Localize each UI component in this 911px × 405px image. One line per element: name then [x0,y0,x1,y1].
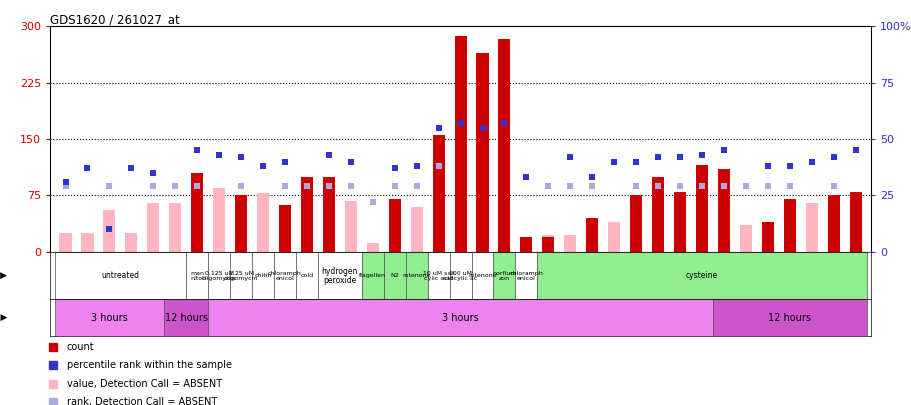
Bar [564,235,576,252]
Bar [717,169,729,252]
Text: percentile rank within the sample: percentile rank within the sample [67,360,231,370]
Bar [695,165,707,252]
Bar [59,233,71,252]
Text: 0.125 uM
oligomycin: 0.125 uM oligomycin [201,271,236,281]
Bar [630,195,641,252]
Text: flagellen: flagellen [359,273,386,278]
Text: hydrogen
peroxide: hydrogen peroxide [322,266,358,285]
Bar [81,233,94,252]
Bar [427,252,449,299]
Bar [673,192,685,252]
Text: 12 hours: 12 hours [165,313,208,323]
Bar [493,252,515,299]
Text: untreated: untreated [101,271,139,280]
Bar [213,188,225,252]
Text: cysteine: cysteine [685,271,717,280]
Text: cold: cold [300,273,313,278]
Bar [804,203,817,252]
Bar [208,252,230,299]
Text: rank, Detection Call = ABSENT: rank, Detection Call = ABSENT [67,397,217,405]
Bar [344,201,356,252]
Bar [783,199,795,252]
Text: chloramph
enicol: chloramph enicol [268,271,302,281]
Bar [55,252,186,299]
Bar [230,252,251,299]
Bar [273,252,296,299]
Bar [384,252,405,299]
Bar [712,299,865,336]
Bar [471,252,493,299]
Text: rotenone: rotenone [402,273,430,278]
Bar [405,252,427,299]
Text: time ▶: time ▶ [0,313,7,322]
Text: norflura
zon: norflura zon [491,271,517,281]
Text: 3 hours: 3 hours [91,313,128,323]
Bar [476,53,488,252]
Text: man
nitol: man nitol [190,271,204,281]
Text: 12 hours: 12 hours [767,313,811,323]
Bar [296,252,318,299]
Bar [498,39,510,252]
Bar [191,173,203,252]
Text: 3 hours: 3 hours [442,313,478,323]
Bar [542,237,554,252]
Text: 10 uM sali
cylic acid: 10 uM sali cylic acid [423,271,454,281]
Bar [826,195,839,252]
Bar [208,299,712,336]
Bar [761,222,773,252]
Text: GDS1620 / 261027_at: GDS1620 / 261027_at [50,13,179,26]
Bar [586,218,598,252]
Bar [366,243,378,252]
Bar [520,237,532,252]
Bar [849,192,861,252]
Bar [257,193,269,252]
Bar [103,210,116,252]
Bar [164,299,208,336]
Bar [147,203,159,252]
Bar [608,222,619,252]
Bar [362,252,384,299]
Bar [55,299,164,336]
Text: 1.25 uM
oligomycin: 1.25 uM oligomycin [224,271,258,281]
Bar [279,205,291,252]
Bar [125,233,138,252]
Bar [318,252,362,299]
Bar [537,252,865,299]
Bar [186,252,208,299]
Bar [235,195,247,252]
Bar [169,203,181,252]
Text: 100 uM
salicylic ac: 100 uM salicylic ac [443,271,477,281]
Bar [542,235,554,252]
Bar [449,252,471,299]
Text: N2: N2 [390,273,399,278]
Bar [454,36,466,252]
Bar [322,177,334,252]
Bar [651,177,663,252]
Text: chloramph
enicol: chloramph enicol [509,271,543,281]
Bar [410,207,422,252]
Bar [388,199,400,252]
Bar [739,226,751,252]
Text: chitin: chitin [254,273,271,278]
Text: agent ▶: agent ▶ [0,271,7,280]
Bar [301,177,312,252]
Bar [251,252,273,299]
Text: count: count [67,342,94,352]
Bar [432,135,445,252]
Text: value, Detection Call = ABSENT: value, Detection Call = ABSENT [67,379,221,388]
Text: rotenone: rotenone [467,273,496,278]
Bar [515,252,537,299]
